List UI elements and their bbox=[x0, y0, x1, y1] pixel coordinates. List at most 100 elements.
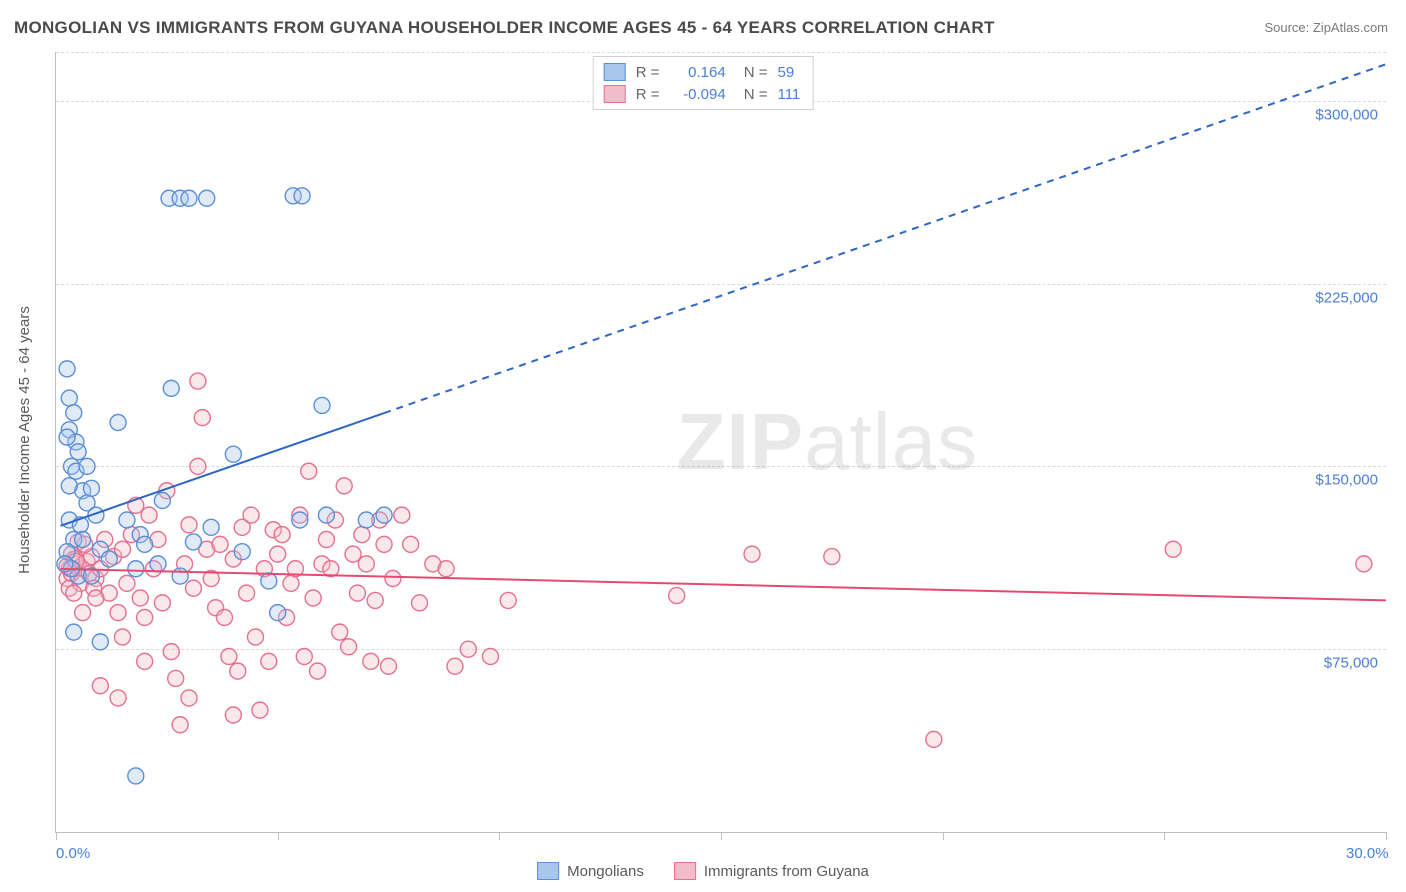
data-point bbox=[301, 463, 317, 479]
y-axis-title: Householder Income Ages 45 - 64 years bbox=[16, 306, 33, 574]
data-point bbox=[376, 507, 392, 523]
x-tick-label: 30.0% bbox=[1346, 845, 1389, 862]
data-point bbox=[239, 585, 255, 601]
data-point bbox=[482, 649, 498, 665]
data-point bbox=[181, 517, 197, 533]
legend-swatch-1 bbox=[604, 63, 626, 81]
data-point bbox=[225, 446, 241, 462]
data-point bbox=[137, 610, 153, 626]
trend-line bbox=[60, 413, 384, 526]
data-point bbox=[363, 653, 379, 669]
n-label: N = bbox=[744, 86, 768, 103]
r-label: R = bbox=[636, 86, 660, 103]
legend-swatch-2 bbox=[604, 85, 626, 103]
data-point bbox=[292, 512, 308, 528]
data-point bbox=[274, 527, 290, 543]
data-point bbox=[190, 373, 206, 389]
n-value-2: 111 bbox=[777, 86, 800, 103]
n-value-1: 59 bbox=[777, 64, 794, 81]
data-point bbox=[92, 678, 108, 694]
data-point bbox=[59, 429, 75, 445]
data-point bbox=[101, 551, 117, 567]
legend-item-1: Mongolians bbox=[537, 862, 644, 880]
data-point bbox=[358, 556, 374, 572]
legend-swatch-bottom-2 bbox=[674, 862, 696, 880]
legend-label-1: Mongolians bbox=[567, 863, 644, 880]
data-point bbox=[185, 534, 201, 550]
data-point bbox=[154, 595, 170, 611]
data-point bbox=[294, 188, 310, 204]
data-point bbox=[376, 536, 392, 552]
data-point bbox=[137, 536, 153, 552]
data-point bbox=[110, 415, 126, 431]
data-point bbox=[88, 590, 104, 606]
data-point bbox=[154, 493, 170, 509]
data-point bbox=[381, 658, 397, 674]
data-point bbox=[115, 541, 131, 557]
data-point bbox=[172, 717, 188, 733]
data-point bbox=[132, 590, 148, 606]
data-point bbox=[181, 690, 197, 706]
data-point bbox=[234, 544, 250, 560]
data-point bbox=[500, 592, 516, 608]
r-value-2: -0.094 bbox=[670, 86, 726, 103]
data-point bbox=[119, 575, 135, 591]
data-point bbox=[163, 644, 179, 660]
data-point bbox=[115, 629, 131, 645]
plot-area: ZIPatlas $75,000$150,000$225,000$300,000… bbox=[55, 52, 1386, 833]
data-point bbox=[460, 641, 476, 657]
data-point bbox=[181, 190, 197, 206]
data-point bbox=[669, 588, 685, 604]
data-point bbox=[438, 561, 454, 577]
data-point bbox=[225, 707, 241, 723]
r-value-1: 0.164 bbox=[670, 64, 726, 81]
legend-item-2: Immigrants from Guyana bbox=[674, 862, 869, 880]
data-point bbox=[83, 480, 99, 496]
data-point bbox=[314, 397, 330, 413]
data-point bbox=[79, 458, 95, 474]
data-point bbox=[318, 507, 334, 523]
data-point bbox=[203, 519, 219, 535]
data-point bbox=[216, 610, 232, 626]
data-point bbox=[70, 444, 86, 460]
data-point bbox=[283, 575, 299, 591]
r-label: R = bbox=[636, 64, 660, 81]
data-point bbox=[199, 190, 215, 206]
data-point bbox=[310, 663, 326, 679]
source-label: Source: ZipAtlas.com bbox=[1264, 20, 1388, 35]
data-point bbox=[66, 624, 82, 640]
data-point bbox=[185, 580, 201, 596]
trend-line bbox=[384, 64, 1386, 413]
data-point bbox=[1165, 541, 1181, 557]
data-point bbox=[212, 536, 228, 552]
data-point bbox=[128, 561, 144, 577]
data-point bbox=[61, 478, 77, 494]
legend-row-1: R = 0.164 N = 59 bbox=[604, 61, 801, 83]
data-point bbox=[243, 507, 259, 523]
data-point bbox=[110, 605, 126, 621]
data-point bbox=[354, 527, 370, 543]
data-point bbox=[341, 639, 357, 655]
data-point bbox=[345, 546, 361, 562]
data-point bbox=[403, 536, 419, 552]
data-point bbox=[270, 546, 286, 562]
data-point bbox=[128, 768, 144, 784]
data-point bbox=[367, 592, 383, 608]
data-point bbox=[926, 731, 942, 747]
data-point bbox=[358, 512, 374, 528]
data-point bbox=[385, 571, 401, 587]
data-point bbox=[349, 585, 365, 601]
series-legend: Mongolians Immigrants from Guyana bbox=[537, 862, 869, 880]
data-point bbox=[252, 702, 268, 718]
data-point bbox=[270, 605, 286, 621]
legend-swatch-bottom-1 bbox=[537, 862, 559, 880]
n-label: N = bbox=[744, 64, 768, 81]
data-point bbox=[190, 458, 206, 474]
chart-title: MONGOLIAN VS IMMIGRANTS FROM GUYANA HOUS… bbox=[14, 18, 995, 38]
scatter-svg bbox=[56, 52, 1386, 832]
data-point bbox=[172, 568, 188, 584]
data-point bbox=[59, 361, 75, 377]
data-point bbox=[141, 507, 157, 523]
data-point bbox=[75, 605, 91, 621]
data-point bbox=[248, 629, 264, 645]
